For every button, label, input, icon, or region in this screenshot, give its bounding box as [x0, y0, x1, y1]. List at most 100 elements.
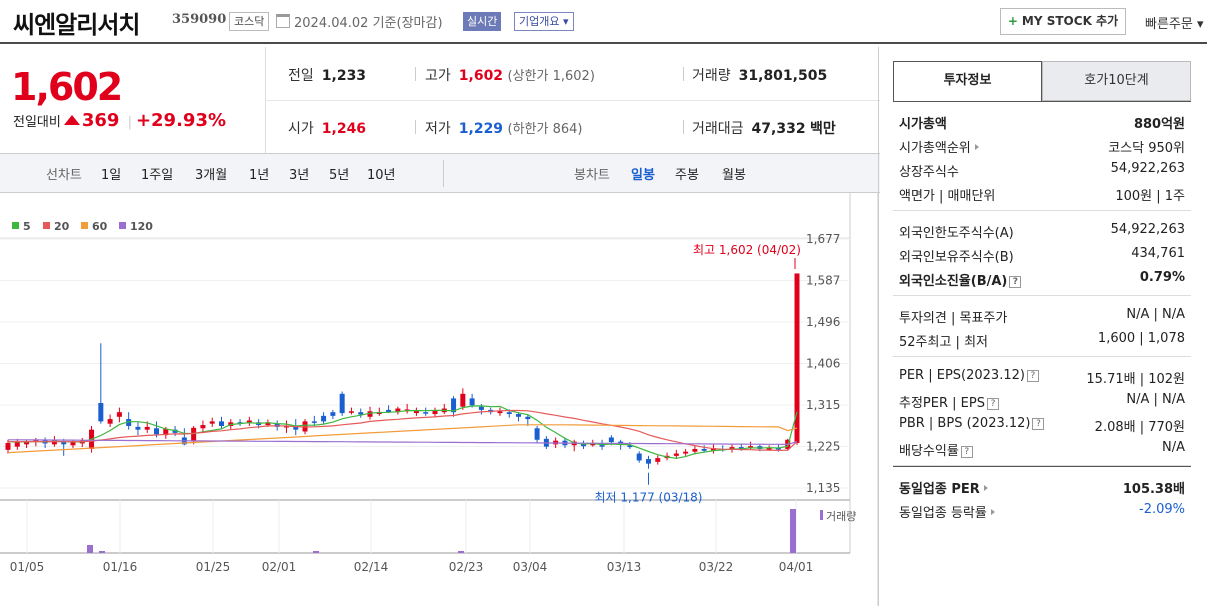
legend-label: 60 — [92, 220, 108, 233]
candle-body — [608, 437, 614, 443]
candle-body — [321, 415, 327, 422]
candle-body — [367, 411, 373, 417]
period-10y[interactable]: 10년 — [367, 168, 396, 183]
candle-body — [516, 414, 522, 417]
info-value: 1,600 | 1,078 — [1097, 331, 1185, 346]
info-value: 100원 | 1주 — [1115, 189, 1185, 204]
price-chart[interactable]: 5 20 60 120 1,677 1,587 1,496 1,406 1,315 1,225 1,… — [0, 193, 880, 606]
candle-body — [265, 422, 271, 426]
x-tick-label: 01/05 — [10, 560, 45, 574]
open-price: 시가 1,246 — [288, 121, 367, 137]
plus-icon: + — [1007, 14, 1018, 28]
arrow-right-icon[interactable] — [974, 144, 979, 150]
candle-body — [683, 451, 689, 454]
candle-body — [395, 408, 401, 413]
info-row: 상장주식수 54,922,263 — [899, 157, 1185, 181]
info-row: 52주최고 | 최저 1,600 | 1,078 — [899, 327, 1185, 351]
price-change: 전일대비 369 | +29.93% — [13, 110, 227, 131]
x-tick-label: 03/13 — [607, 560, 642, 574]
candle-monthly[interactable]: 월봉 — [722, 168, 746, 183]
calendar-icon — [276, 14, 290, 28]
info-row: 배당수익률? N/A — [899, 436, 1185, 460]
y-tick-label: 1,587 — [806, 274, 840, 288]
day-low: 저가 1,229 (하한가 864) — [425, 121, 583, 137]
candle-body — [701, 448, 707, 451]
x-tick-label: 04/01 — [779, 560, 814, 574]
my-stock-add-button[interactable]: + MY STOCK 추가 — [1000, 8, 1126, 35]
candle-chart-label: 봉차트 — [574, 168, 610, 183]
info-row: 투자의견 | 목표주가 N/A | N/A — [899, 303, 1185, 327]
realtime-button[interactable]: 실시간 — [463, 12, 502, 31]
arrow-right-icon[interactable] — [990, 509, 995, 515]
info-label: 배당수익률? — [899, 440, 973, 459]
arrow-right-icon[interactable] — [983, 485, 988, 491]
help-icon[interactable]: ? — [1026, 370, 1039, 382]
info-value: N/A | N/A — [1126, 392, 1185, 407]
help-icon[interactable]: ? — [1009, 276, 1022, 288]
info-label: 외국인소진율(B/A)? — [899, 270, 1022, 289]
candle-weekly[interactable]: 주봉 — [675, 168, 699, 183]
legend-label: 120 — [130, 220, 153, 233]
y-tick-label: 1,135 — [806, 481, 840, 495]
volume-bar — [790, 509, 796, 553]
period-3m[interactable]: 3개월 — [195, 168, 228, 183]
candle-body — [627, 445, 633, 448]
candle-body — [710, 448, 716, 451]
candle-body — [748, 446, 754, 449]
info-row: 외국인소진율(B/A)? 0.79% — [899, 266, 1185, 290]
candle-body — [423, 412, 429, 414]
candle-body — [636, 453, 642, 461]
candle-body — [98, 403, 104, 422]
candle-body — [330, 412, 336, 416]
y-tick-label: 1,315 — [806, 398, 840, 412]
period-1d[interactable]: 1일 — [101, 168, 122, 183]
price-summary: 1,602 전일대비 369 | +29.93% 전일 1,233 고가 1,602 (… — [0, 47, 880, 154]
candle-body — [376, 412, 382, 415]
candle-body — [293, 425, 299, 430]
tab-order-book[interactable]: 호가10단계 — [1042, 61, 1191, 101]
info-value: -2.09% — [1139, 502, 1185, 517]
volume: 거래량 31,801,505 — [692, 68, 828, 84]
candle-body — [738, 447, 744, 449]
ma-line-5 — [8, 405, 798, 459]
candle-body — [172, 429, 178, 433]
candle-body — [590, 443, 596, 446]
quick-order-dropdown[interactable]: 빠른주문 ▾ — [1145, 17, 1204, 32]
candlestick-svg: 5 20 60 120 1,677 1,587 1,496 1,406 1,315 1,225 1,… — [0, 193, 879, 606]
info-label: PBR | BPS (2023.12)? — [899, 416, 1045, 431]
help-icon[interactable]: ? — [960, 446, 973, 458]
candle-body — [191, 427, 197, 442]
candle-body — [655, 458, 661, 462]
x-tick-label: 02/23 — [449, 560, 484, 574]
legend-swatch — [119, 222, 126, 229]
info-label: 외국인한도주식수(A) — [899, 226, 1014, 241]
line-chart-label: 선차트 — [46, 168, 82, 183]
candle-body — [386, 409, 392, 413]
volume-bar — [99, 551, 105, 553]
candle-body — [692, 448, 698, 452]
candle-daily[interactable]: 일봉 — [631, 168, 655, 183]
period-1y[interactable]: 1년 — [249, 168, 270, 183]
info-row: 동일업종 등락률 -2.09% — [899, 498, 1185, 522]
info-label: 시가총액순위 — [899, 137, 979, 156]
info-group-g4: PER | EPS(2023.12)? 15.71배 | 102원 추정PER | … — [893, 357, 1191, 466]
tab-investment-info[interactable]: 투자정보 — [893, 61, 1042, 101]
period-1w[interactable]: 1주일 — [141, 168, 174, 183]
help-icon[interactable]: ? — [986, 398, 999, 410]
low-annotation: 최저 1,177 (03/18) — [594, 491, 702, 505]
x-tick-label: 02/14 — [354, 560, 389, 574]
period-5y[interactable]: 5년 — [329, 168, 350, 183]
candle-body — [775, 448, 781, 450]
candle-body — [673, 453, 679, 456]
info-value: 880억원 — [1133, 117, 1185, 132]
high-annotation: 최고 1,602 (04/02) — [693, 243, 801, 257]
info-group-g2: 외국인한도주식수(A) 54,922,263 외국인보유주식수(B) 434,761 외… — [893, 211, 1191, 296]
period-3y[interactable]: 3년 — [289, 168, 310, 183]
info-value: N/A — [1162, 440, 1185, 455]
help-icon[interactable]: ? — [1032, 418, 1045, 430]
candle-body — [339, 393, 345, 414]
info-value: 15.71배 | 102원 — [1086, 372, 1185, 387]
market-badge: 코스닥 — [229, 12, 270, 31]
candle-body — [766, 448, 772, 450]
company-overview-dropdown[interactable]: 기업개요 ▾ — [514, 12, 574, 31]
